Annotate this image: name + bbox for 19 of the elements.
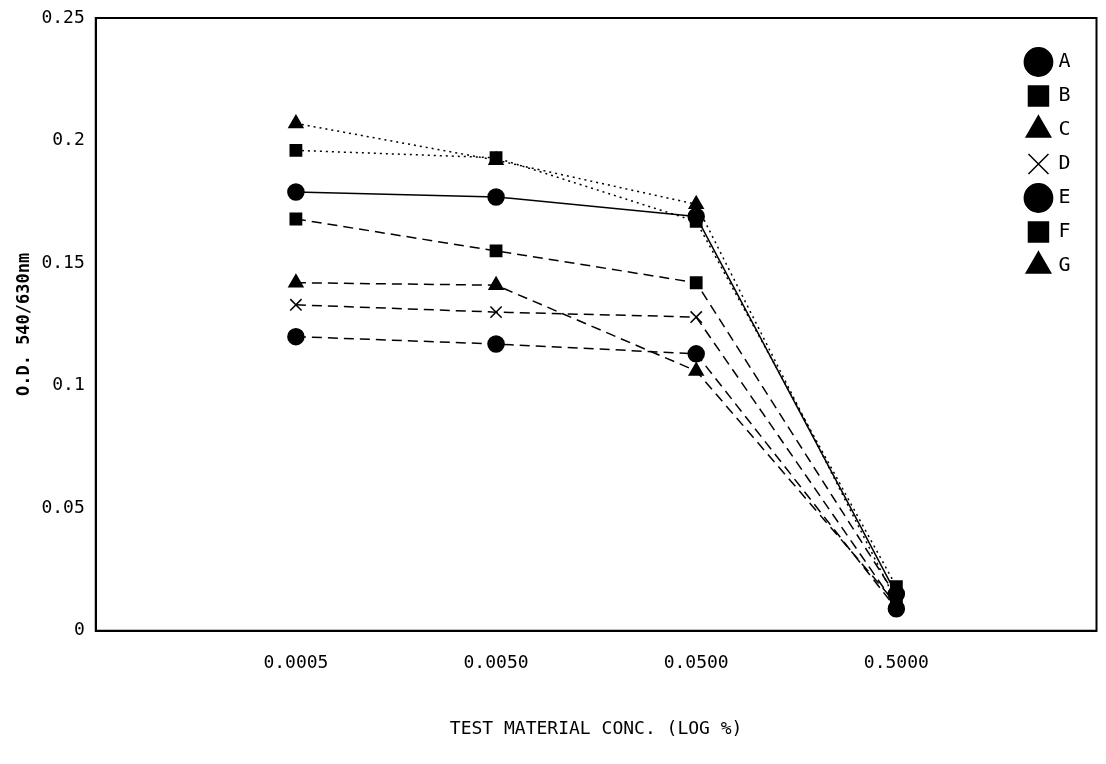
- y-tick-label: 0: [73, 618, 85, 640]
- x-tick-label: 0.5000: [863, 651, 929, 673]
- legend-label: D: [1058, 150, 1071, 175]
- x-axis-title: TEST MATERIAL CONC. (LOG %): [449, 716, 743, 738]
- legend-label: G: [1058, 252, 1071, 277]
- x-tick-label: 0.0005: [263, 651, 329, 673]
- y-tick-label: 0.1: [52, 373, 85, 395]
- y-tick-label: 0.15: [41, 250, 85, 272]
- legend-label: E: [1058, 184, 1071, 209]
- y-tick-label: 0.25: [41, 5, 85, 27]
- legend-label: B: [1058, 82, 1071, 107]
- x-tick-label: 0.0500: [663, 651, 729, 673]
- y-tick-label: 0.05: [41, 495, 85, 517]
- x-tick-label: 0.0050: [463, 651, 529, 673]
- legend-label: C: [1058, 116, 1071, 141]
- legend-label: A: [1058, 48, 1071, 73]
- y-axis-title: O.D. 540/630nm: [12, 252, 33, 397]
- y-tick-label: 0.2: [52, 128, 85, 150]
- legend-label: F: [1058, 218, 1071, 243]
